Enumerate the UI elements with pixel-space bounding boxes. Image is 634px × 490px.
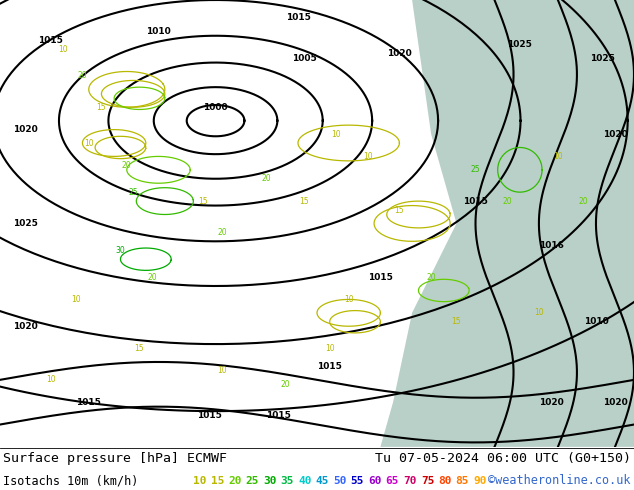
Text: 20: 20: [426, 272, 436, 282]
Text: 1025: 1025: [590, 53, 615, 63]
Text: 20: 20: [122, 161, 132, 170]
Text: 20: 20: [578, 196, 588, 206]
Text: 10: 10: [534, 308, 544, 318]
Text: 15: 15: [299, 196, 309, 206]
Text: 1016: 1016: [539, 241, 564, 250]
Text: 1020: 1020: [13, 322, 38, 331]
Text: 20: 20: [147, 272, 157, 282]
Text: 20: 20: [261, 174, 271, 183]
Text: 10: 10: [553, 152, 563, 161]
Text: 45: 45: [316, 475, 329, 486]
Text: 80: 80: [438, 475, 452, 486]
Text: 25: 25: [246, 475, 259, 486]
Text: Isotachs 10m (km/h): Isotachs 10m (km/h): [3, 474, 138, 487]
Text: 15: 15: [198, 196, 208, 206]
Text: 10: 10: [46, 375, 56, 384]
Text: 1020: 1020: [602, 398, 628, 407]
Text: 35: 35: [281, 475, 294, 486]
Text: 1015: 1015: [368, 272, 393, 282]
Text: 1010: 1010: [146, 27, 171, 36]
Text: 15: 15: [134, 344, 145, 353]
Text: 15: 15: [451, 317, 462, 326]
Text: 15: 15: [210, 475, 224, 486]
Text: Surface pressure [hPa] ECMWF: Surface pressure [hPa] ECMWF: [3, 452, 227, 466]
Text: 10: 10: [363, 152, 373, 161]
Polygon shape: [507, 0, 634, 112]
Text: 1020: 1020: [387, 49, 412, 58]
Text: 30: 30: [263, 475, 277, 486]
Text: 40: 40: [298, 475, 312, 486]
Text: 50: 50: [333, 475, 347, 486]
Text: 1005: 1005: [292, 53, 317, 63]
Text: 60: 60: [368, 475, 382, 486]
Text: ©weatheronline.co.uk: ©weatheronline.co.uk: [489, 474, 631, 487]
Text: 1015: 1015: [38, 36, 63, 45]
Polygon shape: [380, 0, 634, 447]
Text: 90: 90: [473, 475, 487, 486]
Text: 1010: 1010: [583, 317, 609, 326]
Text: 1015: 1015: [463, 196, 488, 206]
Text: 10: 10: [84, 139, 94, 147]
Text: 30: 30: [115, 246, 126, 255]
Text: 1020: 1020: [602, 129, 628, 139]
Text: 65: 65: [385, 475, 399, 486]
Text: 75: 75: [421, 475, 434, 486]
Text: 55: 55: [351, 475, 365, 486]
Text: 10: 10: [193, 475, 207, 486]
Text: 1015: 1015: [76, 398, 101, 407]
Text: 1015: 1015: [266, 411, 292, 420]
Text: 10: 10: [217, 367, 227, 375]
Text: 10: 10: [58, 45, 68, 54]
Text: 10: 10: [325, 344, 335, 353]
Text: 15: 15: [394, 205, 404, 215]
Text: 20: 20: [77, 72, 87, 80]
Text: 10: 10: [71, 295, 81, 304]
Text: 1015: 1015: [317, 362, 342, 371]
Text: 20: 20: [228, 475, 242, 486]
Text: 1025: 1025: [507, 40, 533, 49]
Text: 1020: 1020: [539, 398, 564, 407]
Text: 10: 10: [344, 295, 354, 304]
Text: 1000: 1000: [204, 103, 228, 112]
Text: 20: 20: [217, 228, 227, 237]
Text: 70: 70: [403, 475, 417, 486]
Text: 1015: 1015: [285, 13, 311, 23]
Text: 10: 10: [331, 129, 341, 139]
Text: 1020: 1020: [13, 125, 38, 134]
Text: 85: 85: [456, 475, 469, 486]
Text: 20: 20: [280, 380, 290, 389]
Text: Tu 07-05-2024 06:00 UTC (G0+150): Tu 07-05-2024 06:00 UTC (G0+150): [375, 452, 631, 466]
Text: 15: 15: [96, 103, 107, 112]
Text: 1025: 1025: [13, 219, 38, 228]
Text: 25: 25: [470, 165, 481, 174]
Text: 25: 25: [128, 188, 138, 196]
Text: 1015: 1015: [197, 411, 222, 420]
Text: 20: 20: [502, 196, 512, 206]
